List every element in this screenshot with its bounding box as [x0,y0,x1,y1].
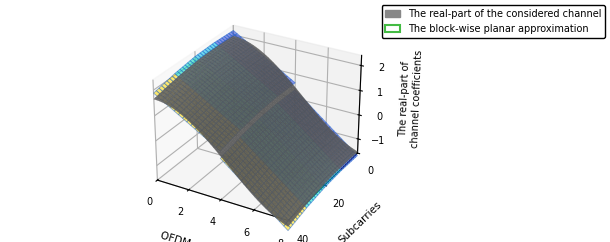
Legend: The real-part of the considered channel, The block-wise planar approximation: The real-part of the considered channel,… [381,5,605,38]
Y-axis label: Subcarries: Subcarries [337,200,384,242]
X-axis label: OFDM  symbols: OFDM symbols [159,230,239,242]
